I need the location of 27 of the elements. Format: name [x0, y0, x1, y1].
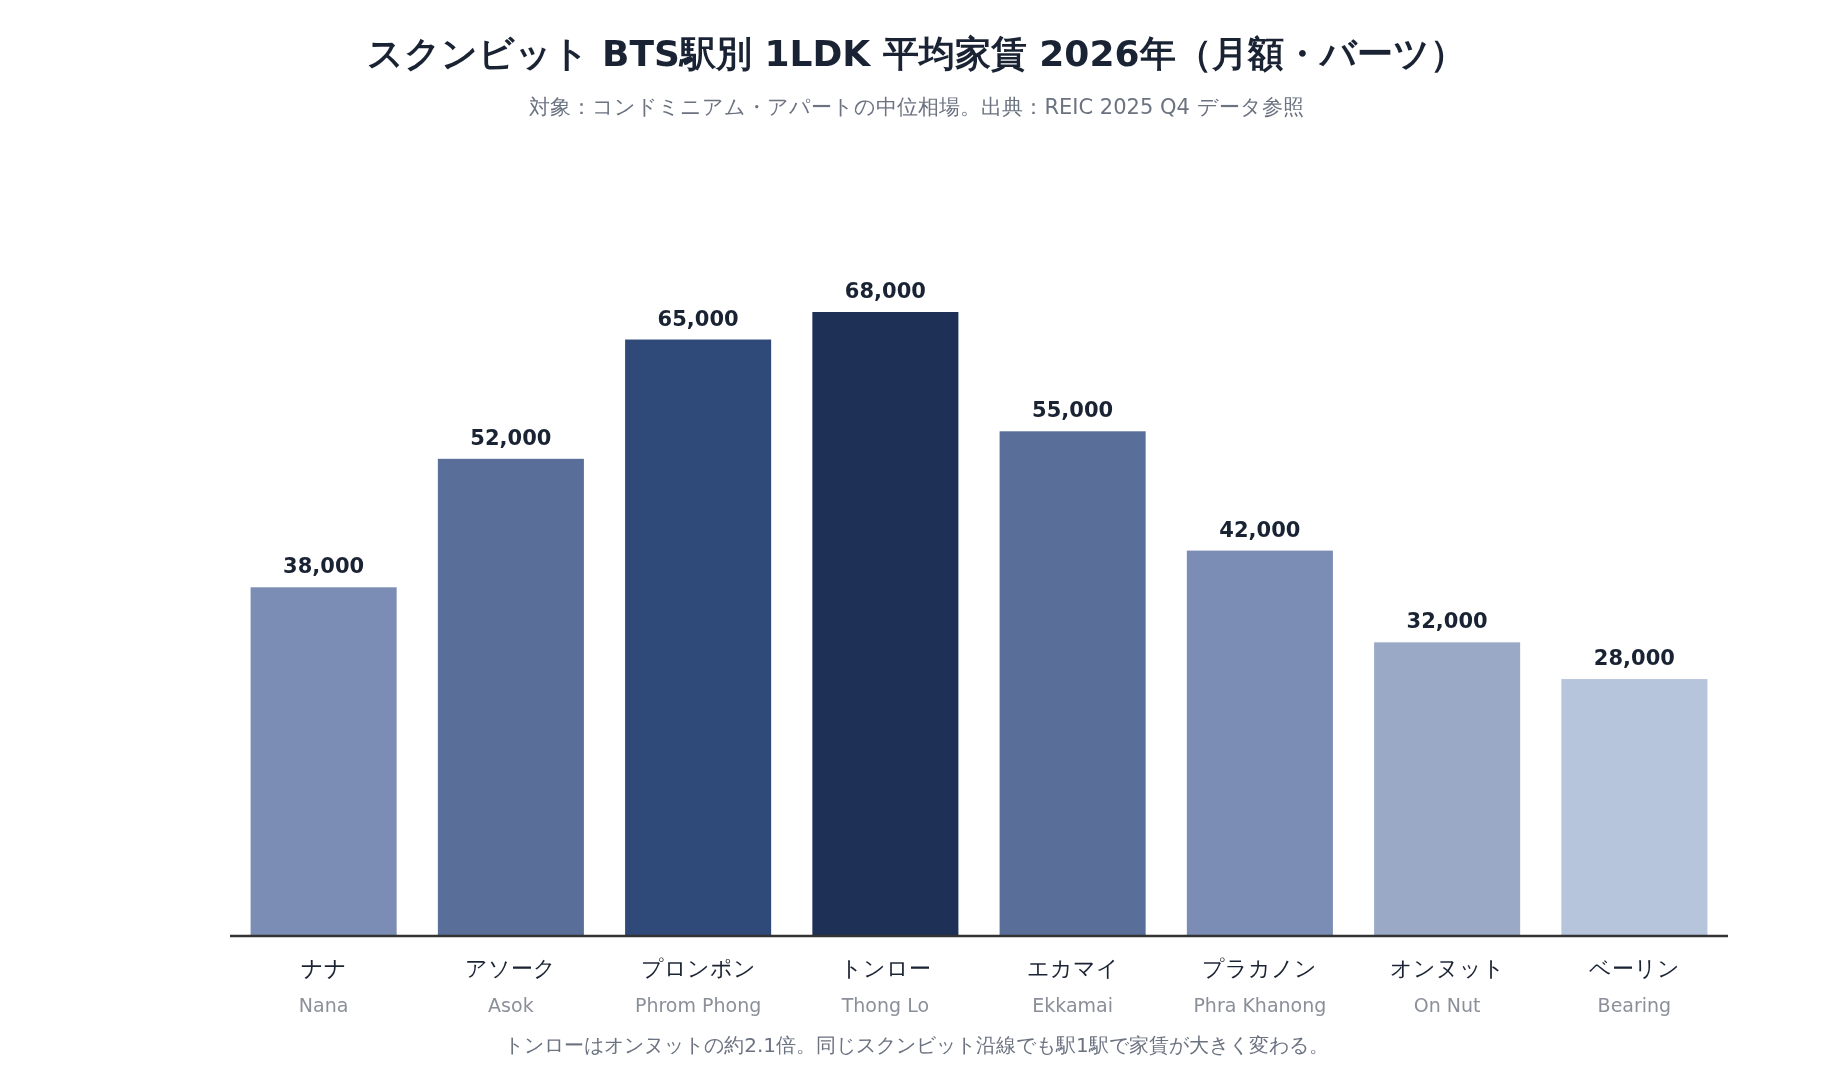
bar — [250, 587, 397, 936]
x-tick-label: エカマイ Ekkamai — [1026, 956, 1119, 1016]
chart-title: スクンビット BTS駅別 1LDK 平均家賃 2026年（月額・バーツ） — [367, 33, 1466, 74]
bar — [999, 431, 1146, 936]
bar — [812, 312, 959, 936]
x-tick-label: アソーク Asok — [465, 956, 557, 1016]
x-tick-label: オンヌット On Nut — [1389, 956, 1505, 1016]
x-tick-label: プラカノン Phra Khanong — [1193, 956, 1327, 1016]
bar — [1374, 642, 1521, 936]
bar — [1186, 550, 1333, 936]
bar — [1561, 679, 1708, 936]
bar — [437, 458, 584, 936]
data-label: 55,000 — [1032, 398, 1114, 423]
data-label: 38,000 — [283, 554, 365, 579]
x-tick-label: ベーリン Bearing — [1588, 956, 1680, 1016]
data-label: 42,000 — [1219, 517, 1301, 542]
data-label: 65,000 — [657, 306, 739, 331]
data-label: 28,000 — [1593, 646, 1675, 671]
text: トンローはオンヌットの約2.1倍。同じスクンビット沿線でも駅1駅で家賃が大きく変わる。 — [504, 1033, 1329, 1057]
chart-subtitle: 対象：コンドミニアム・アパートの中位相場。出典：REIC 2025 Q4 データ参照 — [529, 95, 1304, 119]
data-label: 52,000 — [470, 425, 552, 450]
x-tick-label: ナナ Nana — [298, 956, 349, 1016]
data-label: 68,000 — [844, 279, 926, 303]
bar — [625, 339, 772, 936]
x-tick-label: プロンポン Phrom Phong — [634, 956, 762, 1016]
data-label: 32,000 — [1406, 609, 1488, 634]
x-tick-label: トンロー Thong Lo — [839, 956, 931, 1016]
